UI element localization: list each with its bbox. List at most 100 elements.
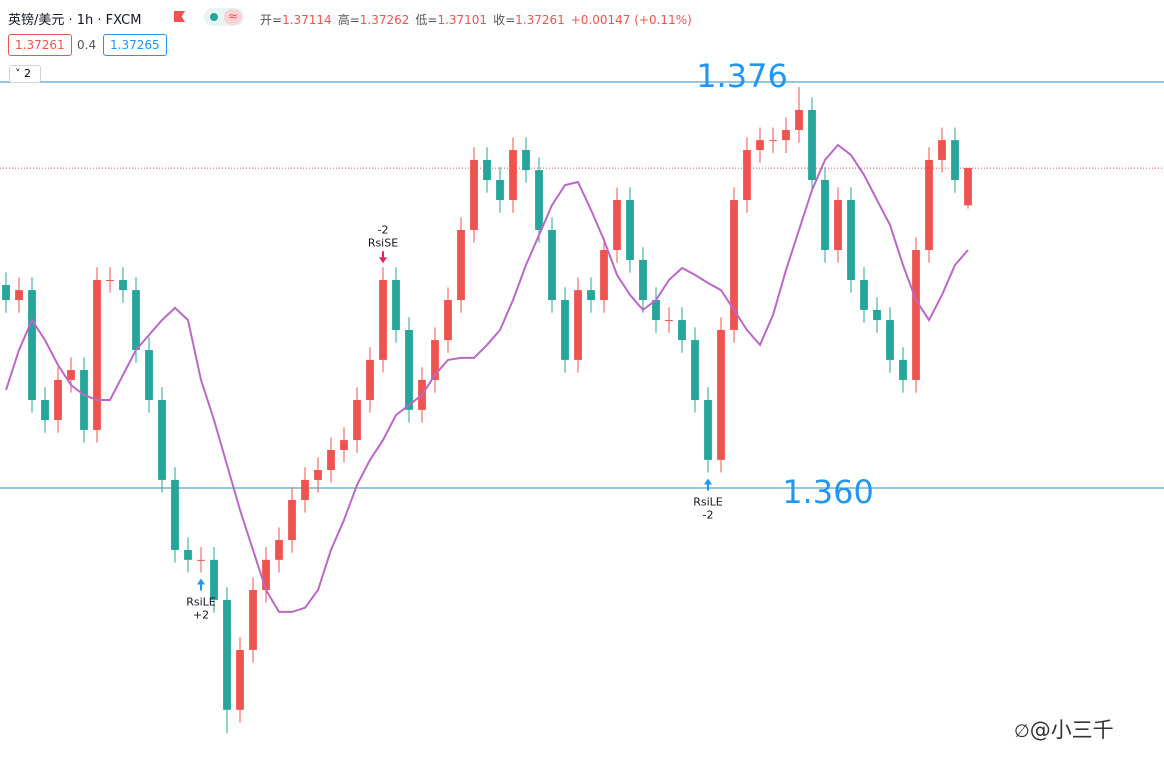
candle-body	[236, 649, 244, 710]
ohlc-label: 开=	[260, 13, 283, 27]
candle-body	[210, 559, 218, 600]
candle-body	[444, 300, 452, 341]
candle-body	[600, 250, 608, 301]
ohlc-value: 1.37114	[282, 13, 332, 27]
candle-body	[717, 329, 725, 460]
candle-body	[795, 109, 803, 131]
candle-body	[886, 320, 894, 360]
candle-body	[119, 279, 127, 291]
candle-body	[561, 300, 569, 360]
candle-body	[158, 399, 166, 480]
candle-body	[145, 349, 153, 400]
signal-qty: -2	[378, 223, 389, 236]
spread: 0.4	[77, 38, 97, 52]
candle-body	[964, 168, 972, 206]
candle-body	[613, 200, 621, 251]
candle-body	[197, 559, 205, 561]
candle-body	[353, 399, 361, 441]
candle-body	[847, 200, 855, 280]
candle-body	[340, 440, 348, 450]
status-pill[interactable]: ≈	[204, 8, 244, 26]
candle-body	[366, 359, 374, 400]
candle-body	[41, 399, 49, 421]
candle-body	[860, 279, 868, 310]
candle-body	[769, 140, 777, 142]
bid-box[interactable]: 1.37261	[8, 34, 72, 56]
candle-body	[873, 309, 881, 321]
candle-body	[2, 285, 10, 301]
ask-box[interactable]: 1.37265	[103, 34, 167, 56]
signal-arrow	[197, 578, 205, 591]
candle-body	[743, 150, 751, 201]
candle-body	[834, 200, 842, 251]
candle-body	[782, 130, 790, 141]
signal-arrow	[379, 251, 387, 264]
ohlc-label: 低=	[415, 13, 438, 27]
candle-body	[509, 150, 517, 201]
ohlc-row: 开=1.37114 高=1.37262 低=1.37101 收=1.37261 +0.0…	[260, 11, 692, 28]
candle-body	[639, 259, 647, 301]
candle-body	[691, 340, 699, 400]
indicator-count: 2	[24, 67, 31, 80]
ohlc-value: 1.37262	[359, 13, 410, 27]
signal-qty: +2	[193, 609, 209, 622]
ohlc-label: 收=	[493, 13, 516, 27]
flag-icon[interactable]	[174, 11, 185, 22]
candle-body	[223, 599, 231, 710]
ohlc-value: 1.37261	[515, 13, 565, 27]
candle-body	[548, 229, 556, 301]
candle-body	[392, 279, 400, 330]
candle-body	[457, 229, 465, 301]
candle-body	[522, 150, 530, 171]
candle-body	[951, 140, 959, 180]
candle-body	[171, 479, 179, 550]
candle-body	[535, 170, 543, 230]
candle-body	[587, 290, 595, 301]
candle-body	[106, 279, 114, 281]
candle-body	[314, 470, 322, 480]
candle-body	[756, 140, 764, 151]
candle-body	[704, 399, 712, 460]
candle-body	[405, 329, 413, 410]
candle-body	[912, 250, 920, 380]
candle-body	[288, 499, 296, 541]
candle-body	[574, 290, 582, 360]
market-dot	[210, 13, 218, 21]
symbol[interactable]: 英镑/美元 · 1h · FXCM	[8, 13, 142, 28]
candle-body	[15, 290, 23, 301]
candle-body	[327, 449, 335, 471]
candle-body	[301, 479, 309, 500]
candle-body	[925, 159, 933, 251]
candle-body	[808, 109, 816, 180]
candle-body	[184, 549, 192, 560]
candle-body	[249, 590, 257, 650]
candle-body	[275, 540, 283, 560]
candle-body	[652, 300, 660, 321]
candle-body	[496, 179, 504, 201]
candle-body	[665, 320, 673, 322]
signal-qty: -2	[703, 509, 714, 522]
level-label: 1.376	[696, 57, 788, 95]
candle-body	[67, 370, 75, 380]
candle-body	[379, 279, 387, 360]
candle-body	[93, 279, 101, 430]
candle-body	[938, 140, 946, 160]
candle-body	[483, 159, 491, 180]
candle-body	[730, 200, 738, 330]
signal-name: RsiLE	[693, 496, 723, 509]
delay-icon: ≈	[224, 9, 242, 25]
ohlc-value: 1.37101	[437, 13, 488, 27]
candle-body	[626, 200, 634, 260]
signal-arrow	[704, 478, 712, 491]
watermark: ∅@小三千	[1014, 718, 1114, 742]
price-change: +0.00147 (+0.11%)	[570, 13, 692, 27]
indicators-toggle[interactable]: ˅ 2	[9, 65, 41, 83]
watermark-text: @小三千	[1029, 718, 1114, 742]
candle-body	[262, 559, 270, 591]
candle-body	[431, 340, 439, 380]
candle-body	[54, 379, 62, 421]
signal-name: RsiSE	[368, 236, 398, 249]
candle-body	[821, 179, 829, 251]
ohlc-label: 高=	[337, 13, 360, 27]
